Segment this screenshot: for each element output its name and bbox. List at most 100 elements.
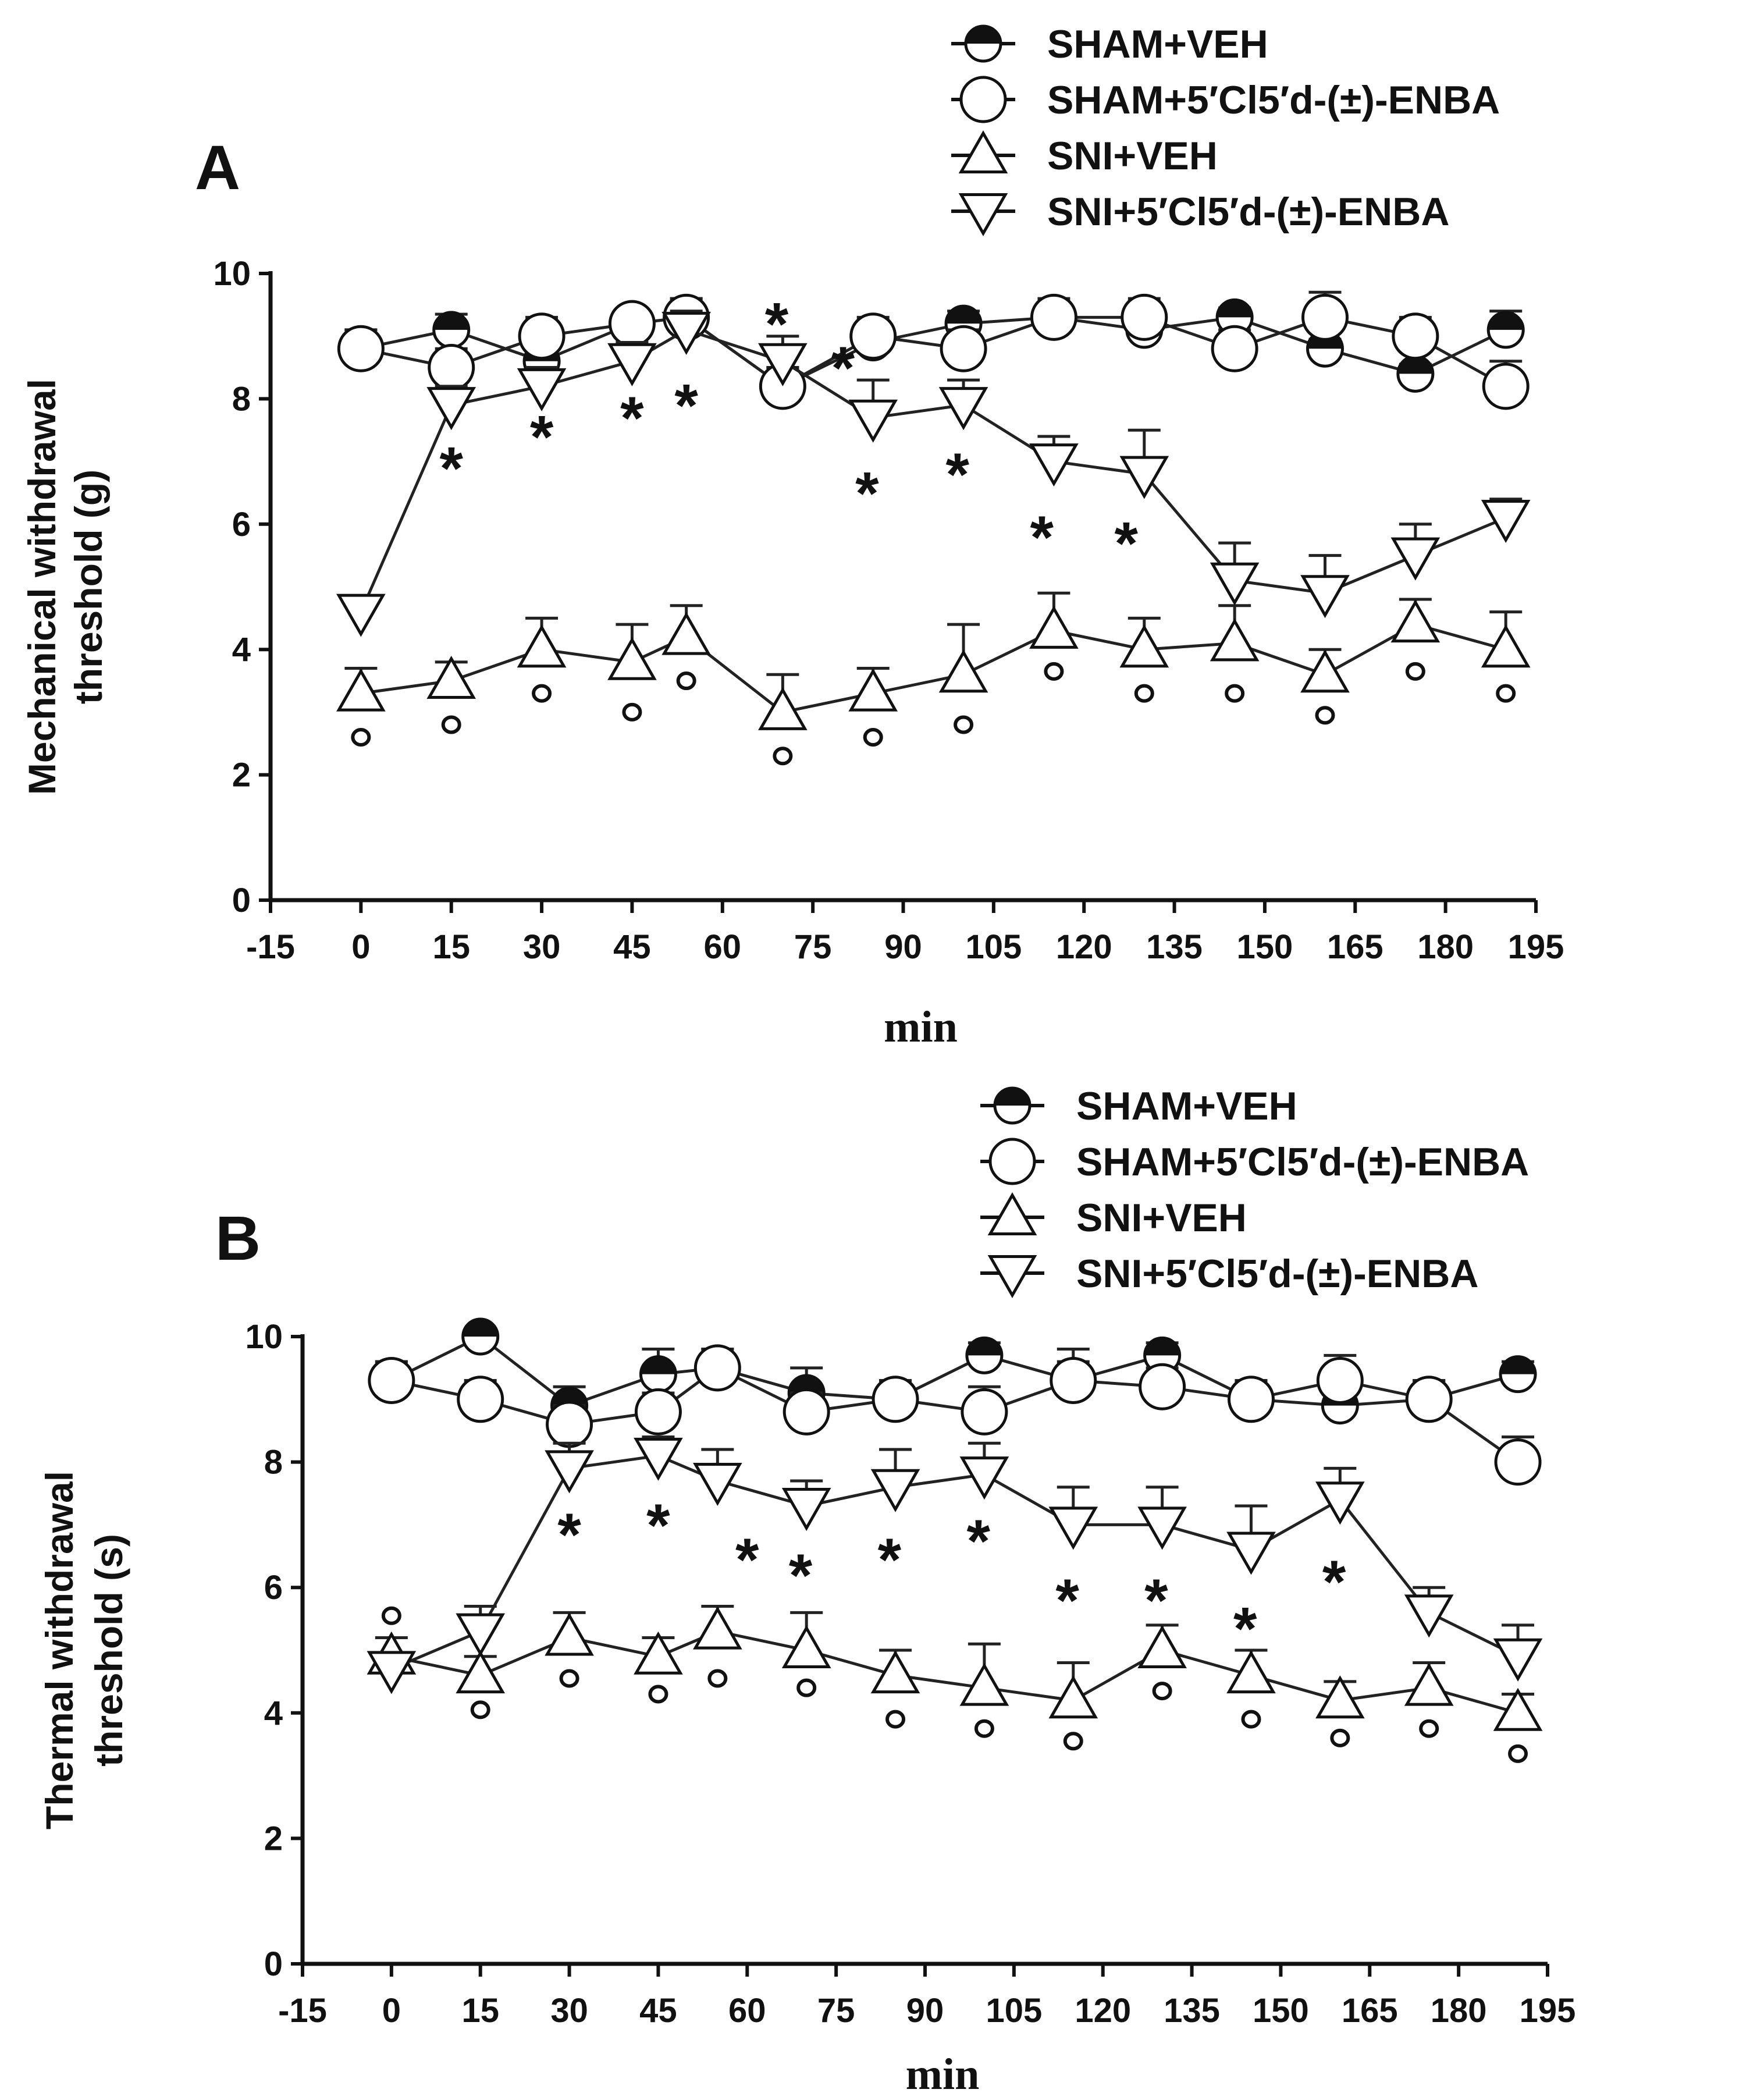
panel-a-point-open-triangle-up [426,656,476,699]
panel-a-y-tick-label: 2 [232,756,251,794]
panel-b-y-tick-label: 8 [264,1444,283,1481]
panel-a-significance-star: * [1114,510,1138,578]
panel-a-point-open-circle [608,300,656,347]
panel-a-point-half-filled-circle-fill [1397,356,1433,374]
panel-a-legend-marker-half-filled-circle-fill [966,26,1001,44]
panel-b-point-half-filled-circle-fill [641,1356,676,1374]
panel-b-degree-mark [885,1710,906,1729]
panel-a-degree-mark [351,727,371,747]
panel-a-x-tick-label: 195 [1508,928,1564,966]
panel-b-y-tick-label: 4 [264,1694,283,1732]
panel-b-point-open-triangle-down [545,1450,594,1494]
panel-b-point-open-triangle-down [1404,1594,1454,1638]
panel-b-point-open-triangle-down [870,1469,920,1512]
panel-b-point-open-triangle-up [693,1606,742,1650]
panel-b-point-open-triangle-up [634,1631,683,1675]
panel-b-point-open-triangle-up [959,1662,1009,1706]
panel-a-point-open-triangle-up [938,649,988,693]
panel-b-point-open-triangle-up [1226,1650,1276,1694]
panel-a-x-tick-label: 60 [704,928,742,966]
panel-a-legend: SHAM+VEH SHAM+5′Cl5′d-(±)-ENBA SNI+VEH SNI+… [951,22,1500,237]
panel-a-x-tick-label: 75 [794,928,832,966]
panel-a-point-open-triangle-down [1029,443,1079,487]
panel-b-y-title-line2: threshold (s) [87,1534,130,1767]
panel-b-point-open-triangle-up [781,1625,831,1668]
panel-b-significance-star: * [878,1526,902,1594]
panel-b-x-tick-label: 75 [817,1992,855,2030]
panel-b-series-4 [367,1435,1543,1694]
panel-b-y-title-line1: Thermal withdrawal [38,1471,81,1829]
panel-b-series-3 [367,1605,1543,1731]
panel-a-point-open-triangle-down [938,387,988,431]
panel-b-y-tick-label: 10 [245,1318,283,1356]
panel-a-significance-star: * [945,441,969,509]
panel-a-x-tick-label: 135 [1146,928,1203,966]
panel-a-point-open-circle [518,312,565,360]
panel-b-x-tick-label: 195 [1520,1992,1576,2030]
panel-a-significance-star: * [439,435,463,502]
panel-a-legend-label: SNI+5′Cl5′d-(±)-ENBA [1047,190,1449,234]
panel-a-point-open-triangle-up [336,668,386,712]
panel-a-point-half-filled-circle-fill [433,312,469,330]
panel-a-point-open-triangle-up [848,668,898,712]
panel-a-point-open-triangle-up [1390,599,1441,643]
panel-a-point-open-circle [1301,293,1349,341]
panel-a-degree-mark [1496,684,1516,703]
panel-a-degree-mark [532,684,552,703]
panel-a-point-open-circle [337,325,385,372]
panel-a-degree-mark [773,747,793,766]
panel-a-significance-star: * [1030,504,1054,571]
panel-a-y-title-line2: threshold (g) [67,470,110,704]
panel-b-degree-mark [470,1700,490,1719]
panel-a-degree-mark [1134,684,1154,703]
panel-b-legend-label: SHAM+5′Cl5′d-(±)-ENBA [1076,1140,1529,1184]
panel-b-degree-mark [1419,1719,1439,1738]
panel-a-y-tick-label: 10 [213,255,251,293]
panel-a-point-half-filled-circle [1486,311,1525,349]
panel-a-x-tick-label: 105 [965,928,1022,966]
panel-b-x-tick-label: 45 [639,1992,677,2030]
panel-b-point-open-circle [634,1388,682,1435]
panel-b-point-half-filled-circle-fill [966,1338,1002,1356]
panel-b-degree-mark [648,1685,668,1704]
panel-a-x-tick-label: -15 [246,928,295,966]
panel-a-degree-mark [863,727,883,747]
panel-a-point-open-triangle-up [1210,618,1260,662]
panel-b-point-open-triangle-up [545,1612,594,1656]
panel-b-point-open-triangle-up [1048,1675,1098,1719]
panel-a-degree-mark [1044,662,1064,681]
panel-a-point-open-triangle-down [1119,456,1169,499]
panel-a-legend-label: SNI+VEH [1047,134,1218,178]
panel-b-x-tick-label: 0 [382,1992,401,2030]
panel-a-point-open-circle [940,325,987,372]
panel-b-legend-marker-half-filled-circle [993,1086,1032,1125]
panel-b-point-open-circle [368,1356,415,1404]
panel-a-significance-star: * [674,372,698,440]
panel-a-x-tick-label: 150 [1237,928,1293,966]
panel-a: A 0 2 4 6 8 10 -15 0 15 30 45 60 75 90 105 120 135 150 165 1… [20,22,1564,1051]
panel-b-point-open-circle [1494,1438,1542,1486]
panel-a-y-tick-label: 0 [232,882,251,919]
panel-a-point-open-circle [1211,325,1258,372]
panel-a-degree-mark [622,702,642,722]
panel-a-x-tick-label: 15 [432,928,470,966]
panel-a-significance-star: * [765,291,789,358]
panel-a-degree-mark [1225,684,1245,703]
panel-a-point-half-filled-circle [1396,354,1435,393]
panel-b-degree-mark [974,1719,994,1738]
panel-b-degree-mark [1152,1682,1172,1701]
panel-a-x-tick-label: 90 [884,928,922,966]
panel-b-point-open-triangle-down [693,1462,742,1506]
panel-a-point-open-triangle-down [848,399,898,443]
panel-a-y-tick-label: 4 [232,631,251,669]
panel-b-degree-mark [1508,1744,1528,1763]
panel-b-x-tick-label: 180 [1431,1992,1487,2030]
panel-a-degree-mark [676,671,696,691]
panel-a-label: A [195,132,240,202]
panel-a-point-open-triangle-down [426,387,476,431]
panel-a-legend-marker-open-triangle-up [958,130,1008,173]
panel-b-point-open-circle [1316,1356,1364,1404]
panel-a-point-half-filled-circle-fill [1488,312,1524,330]
panel-b-x-tick-label: 135 [1164,1992,1220,2030]
